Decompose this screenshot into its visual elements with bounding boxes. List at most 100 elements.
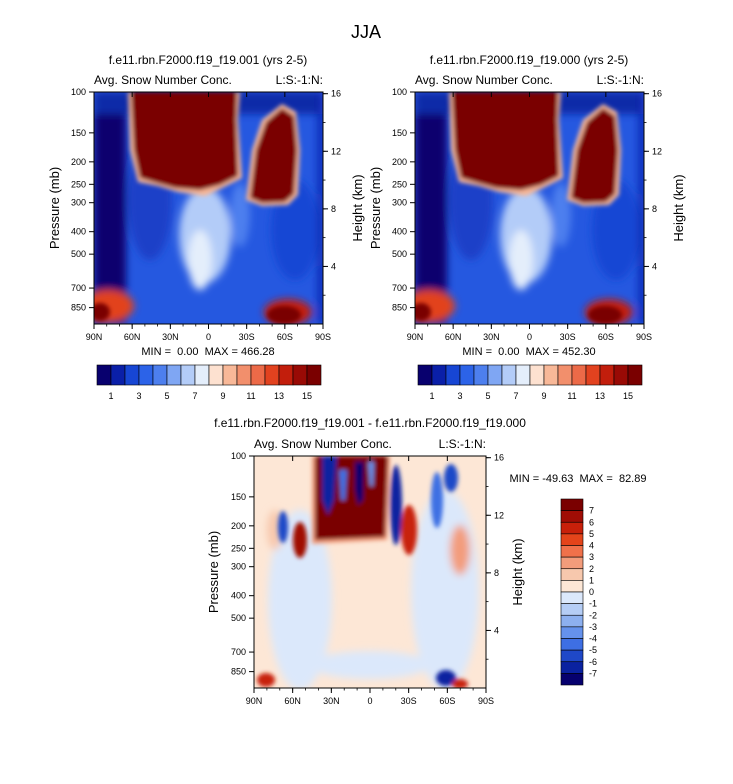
x-tick-label: 30S — [239, 332, 255, 342]
colorbar-label: 15 — [623, 391, 633, 401]
colorbar-swatch — [560, 603, 584, 616]
y-tick-label: 250 — [392, 179, 407, 189]
colorbar-swatch — [278, 364, 294, 386]
y2-tick-label: 8 — [331, 204, 336, 214]
panel-2-right-label: L:S:-1:N: — [597, 73, 644, 87]
y-tick-label: 300 — [71, 198, 86, 208]
y-tick-label: 300 — [231, 562, 246, 572]
y-tick-label: 700 — [392, 283, 407, 293]
panel-2-colorbar: 1 3 5 7 9 11 13 15 — [417, 364, 643, 401]
x-tick-label: 90S — [315, 332, 331, 342]
panel-2-left-label: Avg. Snow Number Conc. — [415, 73, 553, 87]
y2-tick-label: 16 — [652, 89, 662, 99]
colorbar-swatch — [445, 364, 461, 386]
colorbar-swatch — [560, 510, 584, 523]
colorbar-label: 3 — [457, 391, 462, 401]
colorbar-label: -3 — [589, 622, 597, 632]
figure-title: JJA — [351, 22, 381, 42]
y2-tick-label: 8 — [494, 568, 499, 578]
colorbar-label: -5 — [589, 645, 597, 655]
colorbar-swatch — [560, 521, 584, 535]
y-tick-label: 400 — [231, 591, 246, 601]
x-tick-label: 60S — [598, 332, 614, 342]
colorbar-label: -1 — [589, 599, 597, 609]
colorbar-swatch — [557, 364, 573, 386]
colorbar-label: 1 — [429, 391, 434, 401]
colorbar-swatch — [264, 364, 280, 386]
panel-2-title: f.e11.rbn.F2000.f19_f19.000 (yrs 2-5) — [430, 53, 629, 67]
colorbar-label: 7 — [589, 506, 594, 516]
colorbar-swatch — [110, 364, 126, 386]
y2-tick-label: 8 — [652, 204, 657, 214]
x-tick-label: 90N — [246, 696, 263, 706]
x-tick-label: 60N — [445, 332, 462, 342]
colorbar-swatch — [180, 364, 196, 386]
colorbar-label: 11 — [246, 391, 255, 401]
y2-tick-label: 4 — [331, 261, 336, 271]
panel-3: f.e11.rbn.F2000.f19_f19.001 - f.e11.rbn.… — [206, 416, 646, 706]
y-tick-label: 250 — [71, 179, 86, 189]
y-tick-label: 150 — [71, 128, 86, 138]
y-tick-label: 500 — [392, 249, 407, 259]
colorbar-swatch — [571, 364, 587, 386]
colorbar-swatch — [560, 545, 584, 558]
panel-2-stats: MIN = 0.00 MAX = 452.30 — [462, 346, 595, 358]
y2-tick-label: 12 — [494, 510, 504, 520]
colorbar-label: 6 — [589, 517, 594, 527]
panel-2-ylabel: Pressure (mb) — [368, 167, 383, 249]
colorbar-swatch — [515, 364, 531, 386]
y-tick-label: 850 — [392, 303, 407, 313]
colorbar-swatch — [138, 364, 154, 386]
x-tick-label: 60N — [284, 696, 301, 706]
panel-3-stats: MIN = -49.63 MAX = 82.89 — [510, 473, 647, 485]
colorbar-label: 2 — [589, 564, 594, 574]
colorbar-label: 13 — [595, 391, 605, 401]
panel-2-axes: 90N 60N 30N 0 30S 60S 90S 100 150 200 250 300 400 500… — [392, 87, 662, 342]
y-tick-label: 500 — [231, 613, 246, 623]
y-tick-label: 500 — [71, 249, 86, 259]
colorbar-swatch — [292, 364, 308, 386]
y-tick-label: 850 — [231, 667, 246, 677]
panel-2-y2label: Height (km) — [671, 174, 686, 241]
x-tick-label: 30S — [560, 332, 576, 342]
panel-3-title: f.e11.rbn.F2000.f19_f19.001 - f.e11.rbn.… — [214, 416, 526, 430]
colorbar-swatch — [208, 364, 224, 386]
y-tick-label: 200 — [392, 157, 407, 167]
panel-1-field — [94, 92, 323, 324]
colorbar-label: 7 — [192, 391, 197, 401]
x-tick-label: 30S — [401, 696, 417, 706]
panel-1-ylabel: Pressure (mb) — [47, 167, 62, 249]
x-tick-label: 30N — [162, 332, 179, 342]
y-tick-label: 400 — [392, 227, 407, 237]
x-tick-label: 90N — [86, 332, 103, 342]
colorbar-swatch — [417, 364, 433, 386]
colorbar-label: -6 — [589, 657, 597, 667]
y-tick-label: 850 — [71, 303, 86, 313]
colorbar-label: 5 — [485, 391, 490, 401]
colorbar-swatch — [585, 364, 601, 386]
panel-1-title: f.e11.rbn.F2000.f19_f19.001 (yrs 2-5) — [109, 53, 308, 67]
colorbar-swatch — [560, 556, 584, 570]
x-tick-label: 60S — [439, 696, 455, 706]
colorbar-label: 5 — [589, 529, 594, 539]
y2-tick-label: 16 — [494, 453, 504, 463]
panel-2-field — [415, 92, 644, 324]
x-tick-label: 90S — [478, 696, 494, 706]
y-tick-label: 250 — [231, 543, 246, 553]
colorbar-label: 13 — [274, 391, 284, 401]
colorbar-label: 9 — [220, 391, 225, 401]
colorbar-label: 1 — [108, 391, 113, 401]
colorbar-label: -2 — [589, 610, 597, 620]
colorbar-swatch — [560, 626, 584, 639]
y-tick-label: 150 — [392, 128, 407, 138]
panel-3-axes: 90N 60N 30N 0 30S 60S 90S 100 150 200 250 300 400 500… — [231, 451, 504, 706]
colorbar-swatch — [560, 498, 584, 511]
colorbar-swatch — [236, 364, 252, 386]
colorbar-swatch — [166, 364, 182, 386]
colorbar-swatch — [543, 364, 559, 386]
colorbar-label: 15 — [302, 391, 312, 401]
colorbar-label: 3 — [136, 391, 141, 401]
y-tick-label: 100 — [231, 451, 246, 461]
colorbar-swatch — [487, 364, 503, 386]
y-tick-label: 700 — [71, 283, 86, 293]
